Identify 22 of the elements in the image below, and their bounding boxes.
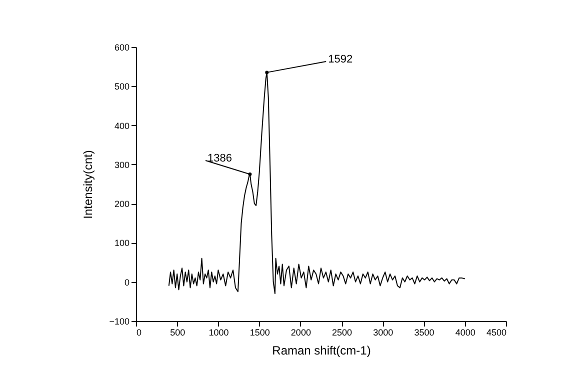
x-tick-label: 1000 — [208, 328, 229, 338]
annotation: 1592 — [328, 53, 353, 66]
annotation: 1386 — [208, 152, 232, 165]
y-axis-title: Intensity(cnt) — [81, 150, 96, 219]
x-axis-title: Raman shift(cm-1) — [272, 344, 371, 358]
x-tick-label: 500 — [170, 328, 186, 338]
y-tick-label: 200 — [114, 199, 130, 210]
y-tick-label: 500 — [114, 82, 130, 92]
y-tick-label: 0 — [124, 277, 130, 288]
y-tick-label: 100 — [114, 238, 130, 248]
x-tick-label: 2500 — [332, 328, 352, 338]
x-tick-label: 1500 — [250, 328, 270, 338]
y-tick-label: −100 — [109, 316, 130, 326]
x-tick-label: 4000 — [455, 328, 476, 338]
x-tick-label: 0 — [136, 328, 142, 338]
y-tick-label: 400 — [114, 120, 130, 131]
y-tick-label: 300 — [114, 160, 130, 170]
x-tick-label: 3000 — [373, 328, 394, 338]
x-tick-label: 2000 — [290, 328, 311, 338]
x-tick-label: 3500 — [414, 328, 434, 338]
y-tick-label: 600 — [114, 42, 130, 52]
x-tick-label: 4500 — [486, 328, 506, 338]
